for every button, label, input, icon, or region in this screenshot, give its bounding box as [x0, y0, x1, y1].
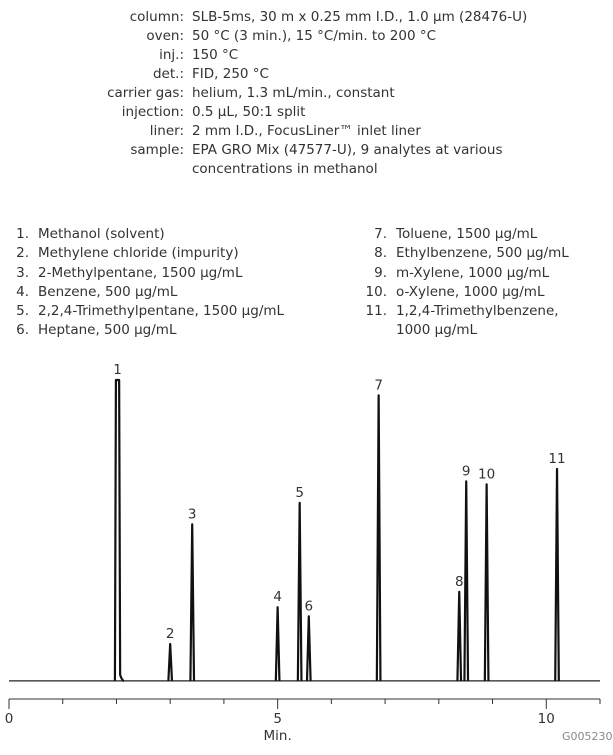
peak-label-1: 1 — [113, 362, 122, 378]
analyte-item-label: 4. — [16, 283, 29, 300]
peak-label-8: 8 — [455, 574, 464, 590]
analyte-item-value: Ethylbenzene, 500 µg/mL — [396, 245, 569, 262]
peak-label-7: 7 — [374, 377, 383, 393]
analyte-item-value: Methylene chloride (impurity) — [38, 245, 239, 262]
analyte-item-value: 1,2,4-Trimethylbenzene, — [396, 303, 559, 320]
analyte-item-label: 7. — [374, 226, 387, 242]
peak-1 — [113, 378, 125, 682]
condition-row-value: 2 mm I.D., FocusLiner™ inlet liner — [192, 123, 421, 139]
peak-8 — [456, 590, 463, 681]
peak-9 — [463, 480, 470, 681]
condition-row: liner: 2 mm I.D., FocusLiner™ inlet liner — [0, 122, 613, 141]
peak-label-11: 11 — [548, 451, 565, 467]
analyte-item-label — [358, 321, 396, 340]
peak-label-4: 4 — [273, 589, 282, 605]
peak-label-10: 10 — [478, 466, 495, 482]
analyte-item: 3. 2-Methylpentane, 1500 µg/mL — [0, 264, 340, 283]
condition-row-label: det.: — [152, 66, 184, 82]
peak-7 — [375, 394, 382, 681]
peak-6 — [305, 615, 312, 681]
x-tick-label: 10 — [538, 711, 555, 727]
condition-row-label — [0, 160, 192, 179]
condition-row-value: 150 °C — [192, 47, 239, 63]
analyte-item-value: o-Xylene, 1000 µg/mL — [396, 283, 545, 300]
figure-code: G005230 — [562, 730, 613, 743]
condition-row-value: 50 °C (3 min.), 15 °C/min. to 200 °C — [192, 28, 436, 44]
x-tick-label: 5 — [273, 711, 282, 727]
condition-row: carrier gas: helium, 1.3 mL/min., constan… — [0, 84, 613, 103]
x-tick-label: 0 — [5, 711, 14, 727]
peaks-layer: 1 2 3 4 5 6 7 8 9 10 11 — [9, 362, 600, 682]
analyte-item-label: 8. — [374, 245, 387, 262]
x-axis-label: Min. — [264, 728, 292, 744]
condition-row-label: injection: — [121, 104, 184, 120]
condition-row-label: oven: — [146, 28, 184, 44]
analyte-item: 7. Toluene, 1500 µg/mL — [358, 225, 613, 244]
peak-11 — [554, 467, 560, 681]
analyte-item-label: 6. — [16, 322, 29, 339]
peak-10 — [483, 483, 490, 681]
analyte-item-label: 11. — [365, 303, 387, 320]
condition-row-label: inj.: — [159, 47, 184, 63]
analyte-item: 8. Ethylbenzene, 500 µg/mL — [358, 244, 613, 263]
condition-row: concentrations in methanol — [0, 160, 613, 179]
analyte-item-value: Heptane, 500 µg/mL — [38, 322, 177, 339]
analyte-item-value: Toluene, 1500 µg/mL — [396, 226, 538, 242]
condition-row-label: liner: — [149, 123, 184, 139]
peak-2 — [167, 642, 174, 681]
analyte-item: 2. Methylene chloride (impurity) — [0, 244, 340, 263]
analyte-item: 5. 2,2,4-Trimethylpentane, 1500 µg/mL — [0, 302, 340, 321]
analyte-item-label: 3. — [16, 264, 29, 281]
peak-label-5: 5 — [295, 485, 304, 501]
condition-row-value: FID, 250 °C — [192, 66, 269, 82]
peak-label-9: 9 — [462, 463, 471, 479]
x-axis-ticks: 0 5 10 — [5, 699, 601, 727]
analyte-item-label: 10. — [365, 283, 387, 300]
condition-row-label: column: — [129, 9, 184, 25]
condition-row-label: carrier gas: — [107, 85, 184, 101]
analyte-list-right: 7. Toluene, 1500 µg/mL 8. Ethylbenzene, 500… — [358, 225, 613, 341]
analyte-item-value: m-Xylene, 1000 µg/mL — [396, 264, 550, 281]
analyte-item-label: 1. — [16, 226, 29, 242]
analyte-item: 1000 µg/mL — [358, 321, 613, 340]
peak-label-2: 2 — [166, 626, 175, 642]
analyte-list-left: 1. Methanol (solvent) 2. Methylene chloride… — [0, 225, 340, 341]
analyte-item-value: 2-Methylpentane, 1500 µg/mL — [38, 264, 243, 281]
condition-row: injection: 0.5 µL, 50:1 split — [0, 103, 613, 122]
peak-3 — [189, 523, 196, 681]
condition-row-value: helium, 1.3 mL/min., constant — [192, 85, 395, 101]
analyte-item-value: 1000 µg/mL — [396, 322, 478, 339]
analyte-item-label: 2. — [16, 245, 29, 262]
peak-4 — [274, 606, 281, 681]
analyte-item: 9. m-Xylene, 1000 µg/mL — [358, 264, 613, 283]
condition-row-value: SLB-5ms, 30 m x 0.25 mm I.D., 1.0 µm (28… — [192, 9, 528, 25]
condition-row-value: concentrations in methanol — [192, 161, 378, 177]
analyte-item: 1. Methanol (solvent) — [0, 225, 340, 244]
chromatogram-chart: 1 2 3 4 5 6 7 8 9 10 11 0 5 10 Min. G005230 — [5, 362, 613, 744]
analyte-item-label: 5. — [16, 303, 29, 320]
peak-5 — [296, 501, 303, 681]
peak-label-6: 6 — [305, 598, 314, 614]
condition-row-value: 0.5 µL, 50:1 split — [192, 104, 306, 120]
analyte-item: 11. 1,2,4-Trimethylbenzene, — [358, 302, 613, 321]
analyte-item-value: 2,2,4-Trimethylpentane, 1500 µg/mL — [38, 303, 285, 320]
analyte-item: 10. o-Xylene, 1000 µg/mL — [358, 283, 613, 302]
condition-row: column: SLB-5ms, 30 m x 0.25 mm I.D., 1.0… — [0, 8, 613, 27]
condition-row-value: EPA GRO Mix (47577-U), 9 analytes at var… — [192, 142, 503, 158]
analyte-item: 6. Heptane, 500 µg/mL — [0, 321, 340, 340]
analyte-item-label: 9. — [374, 264, 387, 281]
analyte-item-value: Methanol (solvent) — [38, 226, 165, 242]
condition-row: inj.: 150 °C — [0, 46, 613, 65]
analyte-item: 4. Benzene, 500 µg/mL — [0, 283, 340, 302]
condition-row: oven: 50 °C (3 min.), 15 °C/min. to 200 °… — [0, 27, 613, 46]
condition-row-label: sample: — [130, 142, 184, 158]
condition-row: det.: FID, 250 °C — [0, 65, 613, 84]
peak-label-3: 3 — [188, 506, 197, 522]
chromatography-conditions: column: SLB-5ms, 30 m x 0.25 mm I.D., 1.0… — [0, 8, 613, 179]
condition-row: sample: EPA GRO Mix (47577-U), 9 analytes… — [0, 141, 613, 160]
analyte-item-value: Benzene, 500 µg/mL — [38, 283, 178, 300]
